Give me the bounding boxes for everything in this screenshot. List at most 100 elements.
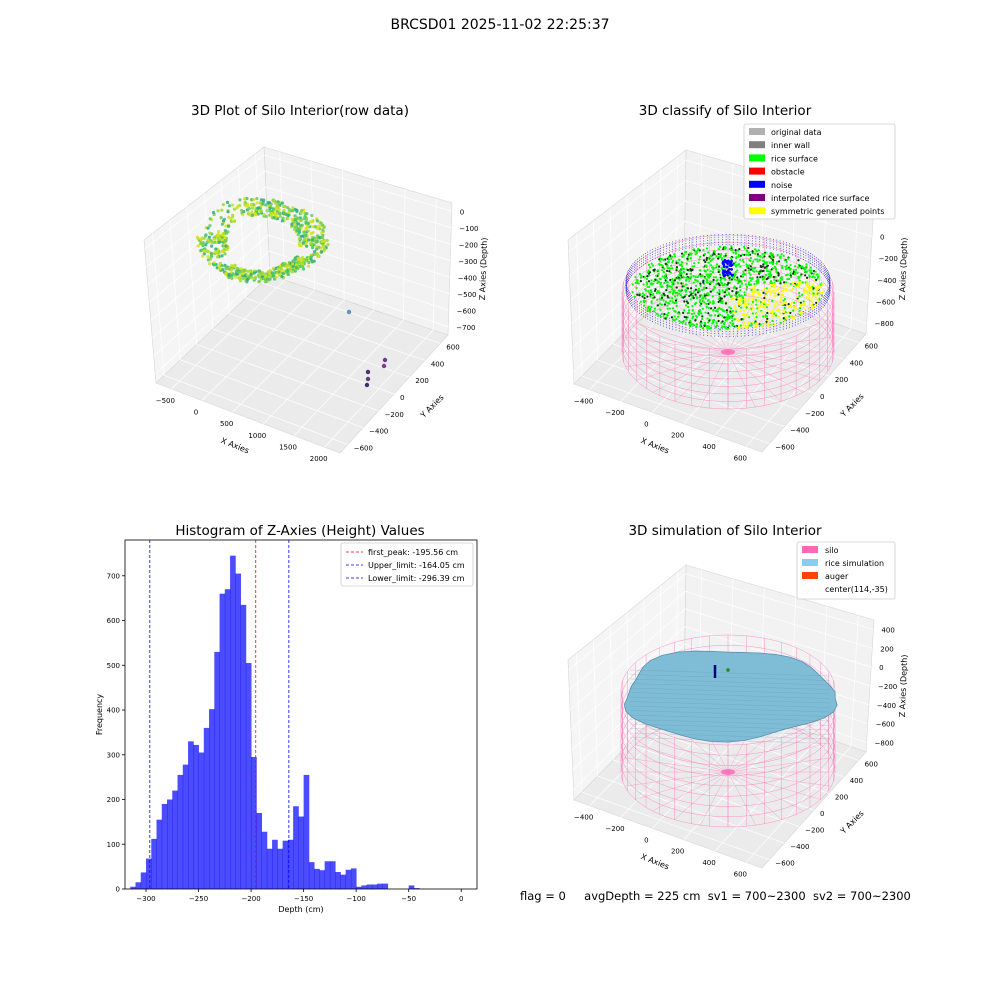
grid-line <box>571 220 870 325</box>
x-tick-label: −500 <box>156 397 175 405</box>
rice-mesh-line <box>629 714 831 722</box>
surface-point <box>683 300 686 303</box>
surface-point <box>696 291 700 294</box>
surface-point <box>768 287 771 290</box>
surface-point <box>747 254 750 257</box>
surface-point <box>802 300 805 303</box>
z-axis-label: Z Axies (Depth) <box>898 654 909 717</box>
noise-point <box>730 268 733 271</box>
legend-label: inner wall <box>771 141 810 150</box>
data-point <box>253 211 257 215</box>
surface-point <box>764 303 768 306</box>
data-point <box>231 203 235 207</box>
x-tick-label: 0 <box>194 409 198 417</box>
surface-point <box>765 270 768 273</box>
y-tick-label: −200 <box>385 411 404 419</box>
y-axis-label: Y Axies <box>418 393 446 421</box>
surface-point <box>741 313 744 317</box>
legend-label: obstacle <box>771 168 805 177</box>
surface-point <box>654 288 657 291</box>
surface-point <box>726 283 729 286</box>
grid-line <box>643 182 829 377</box>
surface-point <box>724 268 727 271</box>
surface-point <box>777 260 781 263</box>
silo-wire-spoke <box>727 351 831 367</box>
data-point <box>206 226 210 230</box>
surface-point <box>659 315 662 318</box>
data-point <box>227 224 231 228</box>
silo-wire-spoke <box>700 771 729 826</box>
surface-point <box>719 281 723 284</box>
surface-point <box>646 309 649 312</box>
surface-point <box>703 301 706 304</box>
surface-point <box>746 300 749 303</box>
surface-point <box>757 306 760 309</box>
surface-point <box>649 293 652 296</box>
surface-point <box>670 264 673 267</box>
surface-point <box>751 269 754 272</box>
grid-line <box>569 590 873 691</box>
surface-point <box>734 261 737 264</box>
surface-point <box>739 299 742 302</box>
legend-label: interpolated rice surface <box>771 194 869 203</box>
surface-point <box>707 256 710 259</box>
surface-point <box>715 254 718 258</box>
z-tick-label: −600 <box>457 307 476 315</box>
surface-point <box>696 280 700 283</box>
data-point <box>246 210 250 215</box>
surface-point <box>808 308 811 311</box>
histogram-bar <box>282 840 289 889</box>
data-point <box>220 208 224 212</box>
surface-point <box>709 307 713 310</box>
surface-point <box>774 294 778 297</box>
surface-point <box>782 254 785 257</box>
data-point <box>320 231 324 235</box>
surface-point <box>664 300 667 303</box>
surface-point <box>672 301 675 304</box>
surface-point <box>734 294 737 297</box>
outlier-point <box>365 369 371 375</box>
data-point <box>304 226 308 231</box>
surface-point <box>694 293 697 296</box>
surface-point <box>664 317 667 320</box>
surface-point <box>735 310 738 313</box>
surface-point <box>709 290 712 293</box>
surface-point <box>743 291 746 294</box>
surface-point <box>666 286 669 289</box>
surface-point <box>723 291 727 294</box>
data-point <box>247 275 251 279</box>
data-point <box>313 225 317 229</box>
surface-point <box>675 304 678 308</box>
surface-point <box>790 305 793 308</box>
surface-point <box>767 324 770 327</box>
y-tick-label: −200 <box>805 410 824 418</box>
y-tick-label: −600 <box>775 444 794 452</box>
data-point <box>239 208 244 213</box>
surface-point <box>705 286 708 290</box>
surface-point <box>741 253 744 256</box>
legend-label: rice surface <box>771 154 818 163</box>
data-point <box>274 212 278 216</box>
y-tick-label: 600 <box>865 342 878 350</box>
surface-point <box>639 279 642 283</box>
z-tick-label: −200 <box>459 241 478 249</box>
data-point <box>242 268 246 272</box>
surface-point <box>666 269 669 272</box>
surface-point <box>739 254 743 257</box>
histogram-bar <box>172 790 178 889</box>
surface-point <box>760 311 763 314</box>
data-point <box>214 247 218 251</box>
surface-point <box>761 301 765 304</box>
surface-point <box>743 316 746 319</box>
data-point <box>292 223 297 227</box>
surface-point <box>793 305 796 308</box>
surface-point <box>682 270 685 274</box>
surface-point <box>789 276 793 279</box>
surface-point <box>742 309 746 313</box>
classify-panel-title: 3D classify of Silo Interior <box>638 103 812 119</box>
data-point <box>220 233 224 237</box>
surface-point <box>717 319 720 323</box>
data-point <box>265 277 270 281</box>
surface-point <box>731 289 734 293</box>
x-tick-label: −200 <box>241 895 260 903</box>
